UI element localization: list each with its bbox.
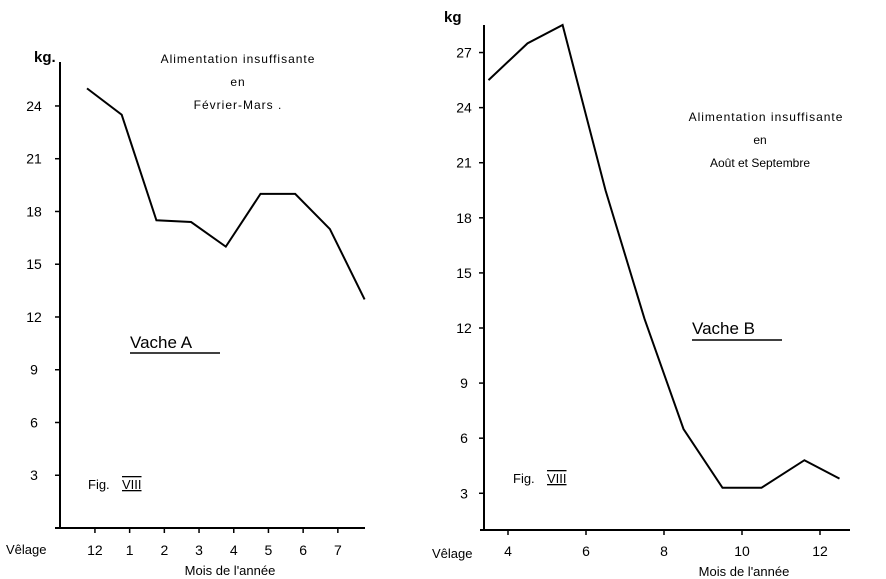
x-tick-label-a: 6 [299, 542, 307, 558]
annotation-a-line3: Février-Mars . [194, 98, 283, 112]
x-first-label-b: Vêlage [432, 546, 472, 561]
y-tick-label-b: 18 [456, 210, 472, 226]
x-tick-label-a: 5 [265, 542, 273, 558]
x-ticks-a: 12 1 2 3 4 5 6 7 [87, 528, 342, 558]
y-tick-label-a: 18 [26, 203, 42, 219]
fig-label-b-numeral: VIII [547, 471, 567, 486]
fig-label-a: Fig. [88, 477, 110, 492]
y-tick-label-b: 15 [456, 265, 472, 281]
x-tick-label-a: 12 [87, 542, 103, 558]
y-ticks-b: 3 6 9 12 15 18 21 24 27 [456, 45, 484, 501]
y-ticks-a: 3 6 9 12 15 18 21 24 [26, 98, 60, 483]
y-tick-label-a: 21 [26, 151, 42, 167]
series-line-b [487, 23, 840, 489]
y-axis-label-a: kg. [34, 49, 56, 66]
y-tick-label-b: 24 [456, 100, 472, 116]
x-tick-label-a: 4 [230, 542, 238, 558]
panel-label-b: Vache B [692, 319, 755, 338]
y-axis-label-b: kg [444, 9, 462, 26]
x-tick-label-b: 4 [504, 543, 512, 559]
series-line-a [86, 87, 366, 300]
fig-label-a-numeral: VIII [122, 477, 142, 492]
x-first-label-a: Vêlage [6, 542, 46, 557]
y-tick-label-b: 6 [460, 430, 468, 446]
x-tick-label-a: 7 [334, 542, 342, 558]
annotation-b-line1: Alimentation insuffisante [689, 110, 844, 124]
annotation-a-line2: en [230, 75, 245, 89]
chart-vache-a: kg. Alimentation insuffisante en Février… [6, 49, 366, 578]
y-tick-label-a: 6 [30, 414, 38, 430]
y-tick-label-b: 9 [460, 375, 468, 391]
y-tick-label-b: 3 [460, 485, 468, 501]
y-tick-label-a: 15 [26, 256, 42, 272]
x-tick-label-b: 6 [582, 543, 590, 559]
x-axis-label-b: Mois de l'année [699, 564, 790, 579]
annotation-b-line2: en [753, 133, 766, 147]
x-tick-label-a: 2 [160, 542, 168, 558]
y-tick-label-a: 3 [30, 467, 38, 483]
y-tick-label-b: 12 [456, 320, 472, 336]
x-tick-label-a: 1 [126, 542, 134, 558]
annotation-b-line3: Août et Septembre [710, 156, 810, 170]
fig-label-b: Fig. [513, 471, 535, 486]
x-tick-label-a: 3 [195, 542, 203, 558]
y-tick-label-b: 27 [456, 45, 472, 61]
chart-vache-b: kg Alimentation insuffisante en Août et … [432, 9, 850, 579]
y-tick-label-b: 21 [456, 155, 472, 171]
annotation-a-line1: Alimentation insuffisante [161, 52, 316, 66]
y-tick-label-a: 24 [26, 98, 42, 114]
x-tick-label-b: 12 [812, 543, 828, 559]
panel-label-a: Vache A [130, 333, 193, 352]
x-ticks-b: 4 6 8 10 12 [504, 530, 828, 559]
x-tick-label-b: 8 [660, 543, 668, 559]
y-tick-label-a: 9 [30, 362, 38, 378]
x-axis-label-a: Mois de l'année [185, 563, 276, 578]
y-tick-label-a: 12 [26, 309, 42, 325]
x-tick-label-b: 10 [734, 543, 750, 559]
